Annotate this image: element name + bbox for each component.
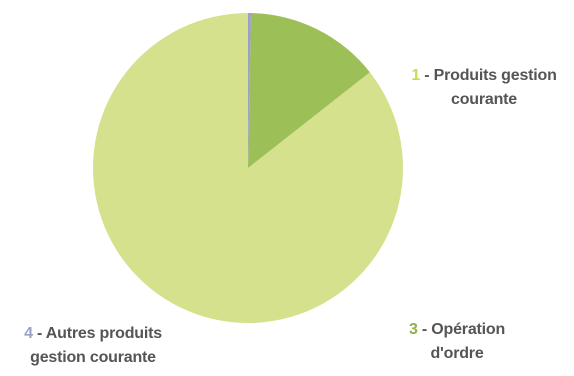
slice-label-text-line2: gestion courante bbox=[30, 349, 156, 366]
pie-slice-3 bbox=[248, 13, 370, 169]
slice-label-text-line1: Produits gestion bbox=[433, 67, 557, 84]
slice-label-text-line2: d'ordre bbox=[430, 345, 484, 362]
slice-label-separator: - bbox=[32, 325, 46, 342]
slice-label-number: 3 bbox=[408, 321, 418, 338]
slice-label-number: 4 bbox=[24, 325, 33, 342]
slice-label-text-line2: courante bbox=[451, 91, 517, 108]
slice-label-text-line1: Opération bbox=[431, 321, 506, 338]
slice-label-autres-produits: 4 - Autres produits gestion courante bbox=[0, 322, 186, 370]
slice-label-produits-gestion-courante: 1 - Produits gestion courante bbox=[394, 64, 574, 112]
slice-label-number: 1 bbox=[411, 67, 421, 84]
pie-slice-4 bbox=[248, 13, 251, 168]
slice-label-operation-ordre: 3 - Opération d'ordre bbox=[392, 318, 522, 366]
pie-slices bbox=[92, 12, 403, 324]
pie-slice-1 bbox=[92, 12, 403, 324]
slice-label-text-line1: Autres produits bbox=[45, 325, 162, 342]
slice-label-separator: - bbox=[417, 321, 432, 338]
slice-label-separator: - bbox=[420, 67, 434, 84]
